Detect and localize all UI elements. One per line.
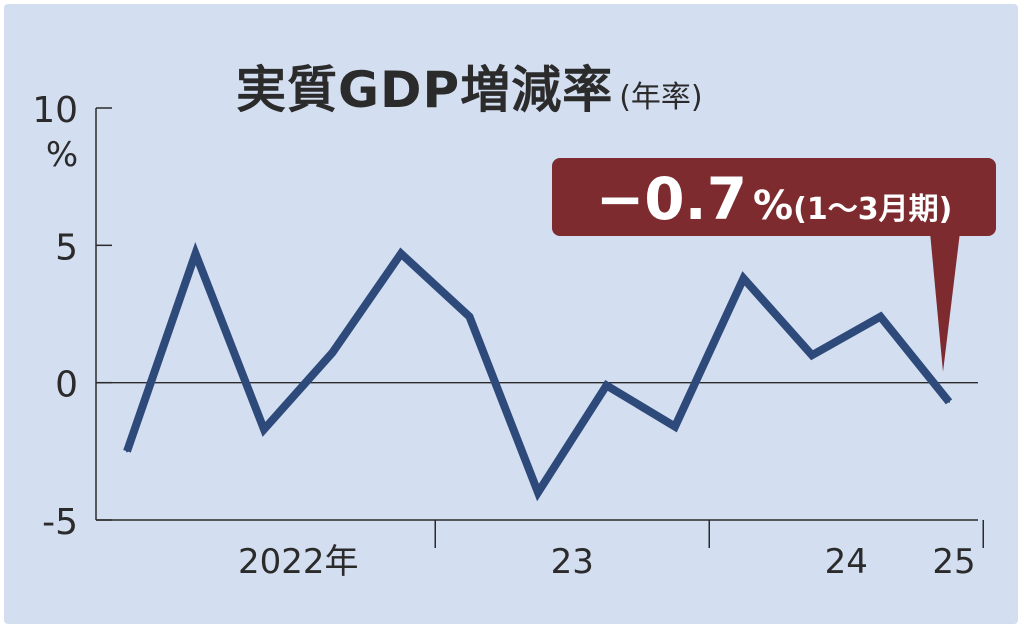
data-point (605, 384, 608, 387)
x-year-label: 2022年 (238, 542, 359, 582)
callout-value: −0.7 (596, 165, 747, 233)
data-point (263, 428, 265, 431)
data-point (811, 354, 813, 357)
data-point (468, 315, 471, 318)
series-line (123, 242, 953, 502)
data-point (400, 252, 402, 255)
x-year-label: 24 (825, 542, 868, 582)
y-tick-label: 5 (55, 227, 78, 268)
callout-label: −0.7 %(1〜3月期) (596, 165, 953, 233)
callout-unit: % (753, 183, 793, 229)
y-axis-unit-label: % (46, 135, 78, 175)
y-tick-label: 10 (32, 90, 78, 131)
data-point (126, 450, 128, 453)
x-year-label: 25 (932, 542, 975, 582)
data-point (331, 351, 334, 354)
chart-title: 実質GDP増減率 (年率) (236, 50, 703, 122)
chart-series (123, 242, 953, 502)
callout-period: (1〜3月期) (793, 192, 952, 227)
y-tick-label: -5 (42, 502, 78, 543)
chart-callout: −0.7 %(1〜3月期) (552, 158, 996, 372)
title-subtitle: (年率) (619, 80, 703, 115)
data-point (742, 277, 745, 280)
data-point (194, 252, 197, 255)
title-main: 実質GDP増減率 (236, 61, 614, 119)
x-year-label: 23 (551, 542, 594, 582)
data-point (879, 315, 882, 318)
chart-ticks: 10 5 0 -5% 2022年 23 24 25 (32, 90, 984, 582)
data-point (537, 491, 539, 494)
callout-box (552, 158, 996, 236)
data-point (674, 425, 676, 428)
data-point (948, 400, 950, 403)
y-tick-label: 0 (55, 365, 78, 406)
callout-pointer (930, 232, 960, 372)
